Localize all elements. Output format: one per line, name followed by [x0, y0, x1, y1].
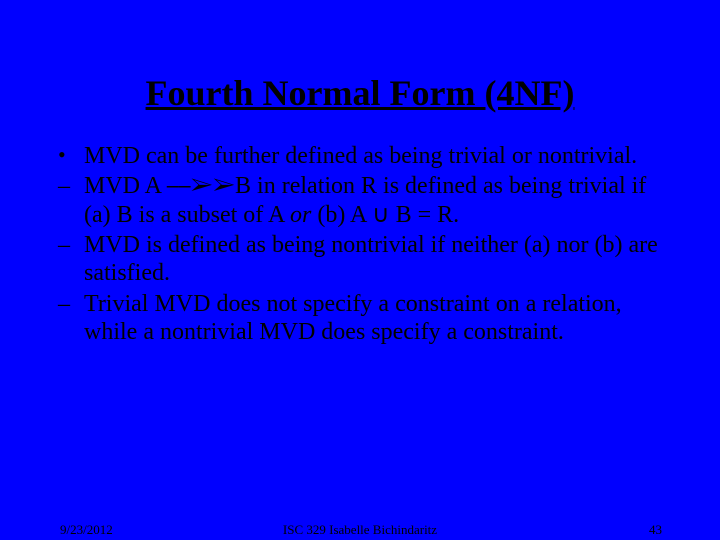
b2-post: (b) A ∪ B = R.	[311, 202, 459, 228]
slide-body: • MVD can be further defined as being tr…	[50, 142, 670, 346]
slide-title: Fourth Normal Form (4NF)	[50, 72, 670, 114]
footer-course: ISC 329 Isabelle Bichindaritz	[0, 522, 720, 538]
dash-marker: –	[58, 172, 84, 229]
b2-or: or	[290, 202, 311, 228]
dash-marker: –	[58, 231, 84, 288]
bullet-level2: – MVD A ⎯⎯➢➢B in relation R is defined a…	[50, 172, 670, 229]
bullet-marker: •	[58, 142, 84, 170]
b2-pre: MVD A	[84, 173, 167, 199]
bullet-level1: • MVD can be further defined as being tr…	[50, 142, 670, 170]
bullet-text: Trivial MVD does not specify a constrain…	[84, 290, 670, 347]
bullet-level2: – MVD is defined as being nontrivial if …	[50, 231, 670, 288]
mvd-arrow: ⎯⎯➢➢	[167, 173, 235, 199]
bullet-text: MVD A ⎯⎯➢➢B in relation R is defined as …	[84, 172, 670, 229]
footer-page-number: 43	[649, 522, 662, 538]
bullet-text: MVD can be further defined as being triv…	[84, 142, 670, 170]
dash-marker: –	[58, 290, 84, 347]
bullet-level2: – Trivial MVD does not specify a constra…	[50, 290, 670, 347]
bullet-text: MVD is defined as being nontrivial if ne…	[84, 231, 670, 288]
slide-container: Fourth Normal Form (4NF) • MVD can be fu…	[0, 0, 720, 540]
